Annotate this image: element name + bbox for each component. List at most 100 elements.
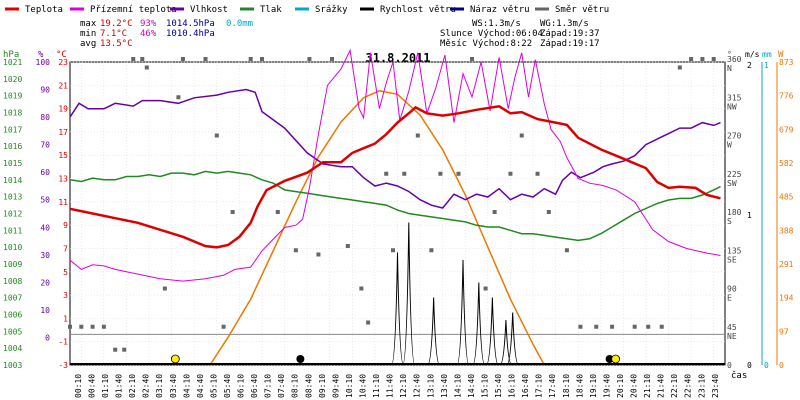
axis-tick-mm: 0 bbox=[764, 361, 769, 370]
wind-dir-point bbox=[307, 57, 312, 61]
info-wg: WG:1.3m/s bbox=[540, 19, 589, 29]
wind-dir-point bbox=[483, 286, 488, 291]
wind-dir-point bbox=[101, 324, 106, 329]
wind-dir-point bbox=[711, 57, 716, 61]
wind-dir-point bbox=[535, 171, 540, 176]
x-tick-label: 18:10 bbox=[562, 374, 571, 398]
axis-tick-hpa: 1016 bbox=[3, 142, 22, 151]
axis-tick-wm2: 485 bbox=[779, 193, 794, 202]
axis-tick-wm2: 291 bbox=[779, 260, 794, 269]
series-temperature bbox=[69, 104, 721, 249]
x-tick-label: 17:40 bbox=[548, 374, 557, 398]
axis-tick-dir: 90 bbox=[727, 285, 737, 294]
axis-tick-pct: 0 bbox=[45, 333, 50, 342]
x-tick-label: 14:40 bbox=[467, 374, 476, 398]
axis-tick-hpa: 1009 bbox=[3, 260, 22, 269]
axis-tick-degc: 11 bbox=[58, 198, 68, 207]
stat-temp-min: 7.1°C bbox=[100, 29, 127, 39]
x-tick-label: 04:10 bbox=[182, 374, 191, 398]
wind-dir-point bbox=[293, 248, 298, 253]
wind-dir-point bbox=[564, 248, 569, 253]
x-tick-label: 07:40 bbox=[277, 374, 286, 398]
axis-tick-pct: 80 bbox=[40, 113, 50, 122]
wind-dir-point bbox=[594, 324, 599, 329]
axis-tick-dir: 180 bbox=[727, 208, 742, 217]
x-tick-label: 01:10 bbox=[101, 374, 110, 398]
axis-unit-wm2: W bbox=[778, 50, 784, 60]
axis-tick-pct: 40 bbox=[40, 223, 50, 232]
wind-dir-point bbox=[90, 324, 95, 329]
legend: Teplota Přízemní teplota Vlhkost Tlak Srážky… bbox=[5, 5, 609, 15]
x-tick-label: 19:10 bbox=[589, 374, 598, 398]
legend-label-wind_gust: Náraz větru bbox=[470, 5, 530, 15]
axis-tick-pct: 30 bbox=[40, 251, 50, 260]
axis-tick-dir-name: S bbox=[727, 217, 732, 226]
axis-tick-dir: 0 bbox=[727, 361, 732, 370]
wind-dir-point bbox=[180, 57, 185, 61]
wind-speed-burst bbox=[456, 259, 470, 366]
stat-temp-avg: 13.5°C bbox=[100, 39, 133, 49]
x-tick-label: 09:10 bbox=[318, 374, 327, 398]
axis-tick-dir: 225 bbox=[727, 170, 742, 179]
legend-label-pressure: Tlak bbox=[260, 5, 282, 15]
wind-dir-point bbox=[632, 324, 637, 329]
x-tick-label: 23:10 bbox=[697, 374, 706, 398]
axis-unit-mm: mm bbox=[762, 50, 772, 59]
wind-dir-point bbox=[359, 286, 364, 291]
wind-dir-point bbox=[492, 210, 497, 214]
legend-label-humidity: Vlhkost bbox=[190, 5, 228, 15]
wind-dir-point bbox=[415, 133, 420, 138]
x-tick-label: 16:40 bbox=[521, 374, 530, 398]
axis-tick-wm2: 776 bbox=[779, 92, 794, 101]
axis-tick-degc: 7 bbox=[63, 244, 68, 253]
axis-tick-wm2: 873 bbox=[779, 58, 794, 67]
axis-tick-pct: 70 bbox=[40, 141, 50, 150]
axis-tick-hpa: 1014 bbox=[3, 176, 22, 185]
axis-tick-pct: 90 bbox=[40, 86, 50, 95]
x-tick-label: 22:10 bbox=[670, 374, 679, 398]
wind-dir-point bbox=[508, 171, 513, 176]
x-tick-label: 06:10 bbox=[237, 374, 246, 398]
axis-tick-degc: 23 bbox=[58, 58, 68, 67]
axis-unit-ms: m/s bbox=[745, 50, 760, 59]
axis-tick-hpa: 1012 bbox=[3, 210, 22, 219]
x-tick-label: 10:40 bbox=[358, 374, 367, 398]
axis-tick-ms: 1 bbox=[747, 211, 752, 220]
info-moonset: Západ:19:17 bbox=[540, 39, 600, 49]
wind-dir-point bbox=[429, 248, 434, 253]
axis-tick-hpa: 1005 bbox=[3, 327, 22, 336]
wind-dir-point bbox=[122, 347, 127, 352]
stat-label-max: max bbox=[80, 19, 97, 29]
stat-press-max: 1014.5hPa bbox=[166, 19, 215, 29]
axis-tick-dir-name: SW bbox=[727, 179, 737, 188]
axis-tick-hpa: 1004 bbox=[3, 344, 22, 353]
x-tick-label: 16:10 bbox=[508, 374, 517, 398]
x-tick-label: 12:10 bbox=[399, 374, 408, 398]
x-tick-label: 15:10 bbox=[480, 374, 489, 398]
wind-dir-point bbox=[677, 65, 682, 70]
x-tick-label: 03:40 bbox=[169, 374, 178, 398]
wind-dir-point bbox=[140, 57, 145, 61]
x-tick-label: 20:40 bbox=[630, 374, 639, 398]
axis-tick-degc: 13 bbox=[58, 175, 68, 184]
wind-dir-point bbox=[470, 57, 475, 61]
wind-dir-point bbox=[689, 57, 694, 61]
axis-tick-hpa: 1006 bbox=[3, 311, 22, 320]
wind-dir-point bbox=[248, 57, 253, 61]
info-sunrise: Slunce Východ:06:04 bbox=[440, 29, 543, 39]
series-feels-like bbox=[69, 48, 721, 282]
wind-dir-point bbox=[203, 57, 208, 61]
axis-tick-dir: 315 bbox=[727, 93, 742, 102]
wind-dir-point bbox=[259, 57, 264, 61]
chart-title: 31.8.2011 bbox=[365, 51, 430, 65]
legend-label-temperature: Teplota bbox=[25, 5, 63, 15]
axis-tick-wm2: 194 bbox=[779, 294, 794, 303]
axis-tick-dir: 135 bbox=[727, 246, 742, 255]
stat-label-min: min bbox=[80, 29, 96, 39]
wind-speed-burst bbox=[506, 312, 520, 366]
axis-tick-dir: 270 bbox=[727, 132, 742, 141]
axis-tick-degc: -1 bbox=[58, 338, 68, 347]
x-tick-label: 07:10 bbox=[264, 374, 273, 398]
x-tick-label: 01:40 bbox=[115, 374, 124, 398]
